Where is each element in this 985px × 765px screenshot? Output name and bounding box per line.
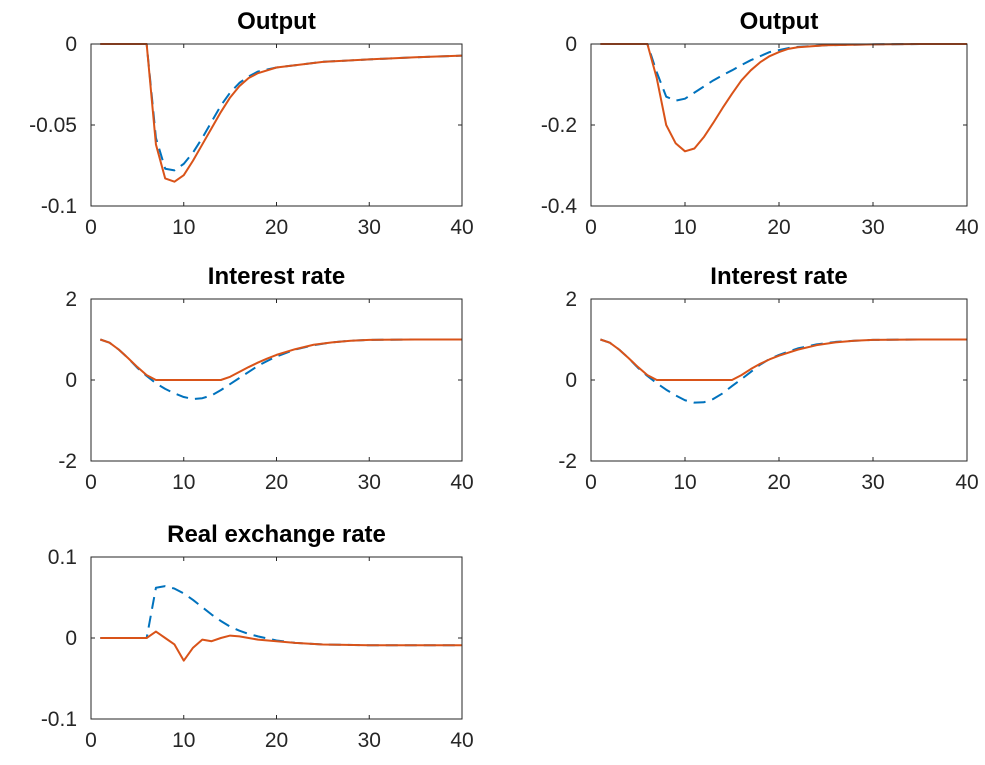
y-tick-label: 0 [565,369,577,392]
series-dashed-line [100,43,463,172]
x-tick-label: 0 [85,471,97,494]
y-tick-label: 0 [65,369,77,392]
x-tick-label: 30 [861,471,884,494]
y-tick-label: 0.1 [48,546,77,569]
series-dashed-line [100,585,462,647]
series-solid-line [600,338,967,381]
x-tick-label: 10 [673,216,696,239]
x-tick-label: 30 [861,216,884,239]
y-tick-label: -0.1 [41,708,77,731]
x-tick-label: 10 [673,471,696,494]
series-dashed-line [600,338,967,404]
x-tick-label: 0 [585,471,597,494]
y-tick-label: -2 [558,450,577,473]
x-tick-label: 40 [955,216,978,239]
y-tick-label: -0.05 [29,114,77,137]
x-tick-label: 10 [172,729,195,752]
y-tick-label: 2 [65,288,77,311]
x-tick-label: 20 [767,216,790,239]
x-tick-label: 40 [450,729,473,752]
x-tick-label: 0 [585,216,597,239]
x-tick-label: 30 [358,216,381,239]
x-tick-label: 10 [172,216,195,239]
y-tick-label: -2 [58,450,77,473]
x-tick-label: 20 [265,216,288,239]
y-tick-label: 2 [565,288,577,311]
x-tick-label: 20 [265,729,288,752]
subplot-2: Output 0 10 20 30 40 0 -0.2 -0.4 [541,8,979,239]
series-solid-line [100,630,462,662]
x-tick-label: 10 [172,471,195,494]
x-tick-label: 30 [358,471,381,494]
y-tick-label: 0 [65,33,77,56]
y-tick-label: -0.4 [541,195,578,218]
series-dashed-line [99,338,462,401]
x-tick-label: 40 [450,471,473,494]
y-tick-label: 0 [565,33,577,56]
series-solid-line [100,43,463,183]
series-solid-line [99,338,462,381]
axes-frame [590,298,968,462]
x-tick-label: 40 [955,471,978,494]
x-tick-label: 30 [358,729,381,752]
x-tick-label: 40 [450,216,473,239]
x-tick-label: 20 [767,471,790,494]
subplot-title: Output [237,8,316,35]
subplot-5: Real exchange rate 0 10 20 30 40 0.1 0 -0.1 [41,521,474,752]
y-tick-label: 0 [65,627,77,650]
subplot-1: Output 0 10 20 30 40 0 -0.05 -0.1 [29,8,474,239]
series-solid-line [600,43,967,153]
axes-frame [590,43,968,207]
x-tick-label: 0 [85,216,97,239]
axes-frame [90,298,463,462]
x-tick-label: 20 [265,471,288,494]
subplot-title: Real exchange rate [167,521,386,548]
x-tick-label: 0 [85,729,97,752]
subplot-title: Output [740,8,819,35]
y-tick-label: -0.1 [41,195,77,218]
subplot-title: Interest rate [208,263,345,290]
subplot-title: Interest rate [710,263,847,290]
y-tick-label: -0.2 [541,114,577,137]
